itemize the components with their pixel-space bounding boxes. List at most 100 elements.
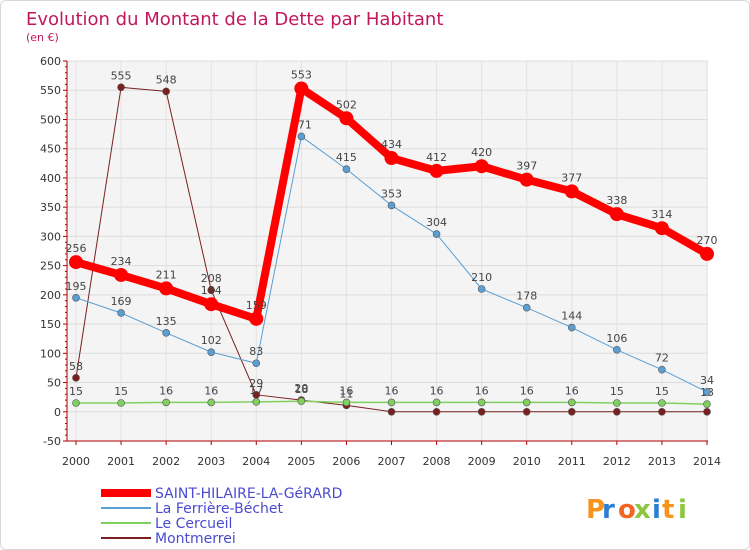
series-0-point (162, 87, 170, 96)
legend-label: SAINT-HILAIRE-LA-GéRARD (155, 486, 342, 502)
series-2-point (252, 359, 261, 368)
series-1-data-label: 16 (385, 384, 399, 397)
series-3-point (474, 159, 489, 174)
series-3-data-label: 338 (606, 194, 627, 207)
series-1-point (297, 397, 306, 406)
series-3-data-label: 377 (561, 171, 582, 184)
series-3-data-label: 314 (651, 208, 672, 221)
series-2-data-label: 83 (249, 345, 263, 358)
series-1-data-label: 18 (294, 383, 308, 396)
series-2-point (703, 388, 711, 396)
series-3-data-label: 211 (156, 268, 177, 281)
series-2-point (658, 365, 666, 374)
series-2-data-label: 415 (336, 151, 357, 164)
series-3-data-label: 397 (516, 160, 537, 173)
series-2-data-label: 195 (66, 280, 87, 293)
series-1-data-label: 15 (114, 385, 128, 398)
series-1-data-label: 16 (475, 384, 489, 397)
legend-label: Montmerrei (155, 531, 236, 547)
x-tick-label: 2011 (558, 455, 586, 468)
series-2-data-label: 353 (381, 187, 402, 200)
x-tick-label: 2014 (693, 455, 721, 468)
series-2-point (613, 345, 621, 354)
x-tick-label: 2009 (468, 455, 496, 468)
series-0-data-label: 548 (156, 73, 177, 86)
x-tick-label: 2005 (287, 455, 315, 468)
series-1-data-label: 16 (565, 384, 579, 397)
series-1-point (522, 398, 531, 407)
series-2-point (342, 165, 351, 173)
logo-letter: x (634, 495, 651, 525)
series-3-data-label: 434 (381, 138, 402, 151)
series-1-point (387, 398, 396, 407)
series-3-data-label: 184 (201, 284, 222, 297)
series-3-data-label: 256 (66, 242, 87, 255)
series-1-point (162, 398, 170, 407)
series-1-point (72, 399, 80, 407)
series-1-data-label: 15 (69, 385, 83, 398)
y-tick-label: 350 (40, 201, 61, 214)
series-2-data-label: 169 (111, 295, 132, 308)
y-tick-label: 500 (40, 113, 61, 126)
series-0-point (567, 407, 576, 416)
y-tick-label: 200 (40, 289, 61, 302)
series-3-point (609, 207, 624, 222)
series-3-point (159, 281, 174, 296)
series-3-data-label: 234 (111, 255, 132, 268)
series-1-point (342, 398, 351, 407)
series-1-point (613, 399, 621, 407)
series-2-point (522, 303, 531, 312)
chart-subtitle: (en €) (26, 31, 59, 44)
chart-title: Evolution du Montant de la Dette par Hab… (26, 9, 443, 30)
series-0-data-label: 11 (339, 387, 353, 400)
series-2-data-label: 102 (201, 334, 222, 347)
logo-letter: i (652, 495, 661, 525)
logo-letter: r (602, 495, 615, 525)
y-tick-label: 450 (40, 143, 61, 156)
series-2-data-label: 144 (561, 310, 582, 323)
x-tick-label: 2013 (648, 455, 676, 468)
series-1-data-label: 16 (339, 384, 353, 397)
series-1-data-label: 15 (610, 385, 624, 398)
series-0-point (477, 407, 486, 416)
series-2-data-label: 72 (655, 352, 669, 365)
series-2-data-label: 34 (700, 374, 714, 387)
series-1-point (207, 398, 216, 407)
plot-area: -50 0 50 100 150 200 250 300 350 400 450 500 550 600 2… (40, 55, 721, 468)
series-3-point (114, 267, 129, 282)
series-3-point (429, 163, 444, 178)
y-tick-label: 150 (40, 318, 61, 331)
x-tick-label: 2010 (513, 455, 541, 468)
series-3-point (204, 297, 219, 312)
series-3-data-label: 553 (291, 68, 312, 81)
series-3-point (519, 172, 534, 187)
y-tick-label: 50 (47, 377, 61, 390)
series-2-point (207, 348, 216, 356)
series-1-point (477, 398, 486, 407)
series-3-point (69, 255, 83, 270)
y-tick-label: -50 (43, 435, 61, 448)
y-tick-label: 0 (54, 406, 61, 419)
series-0-point (703, 407, 711, 416)
series-2-data-label: 178 (516, 290, 537, 303)
y-tick-label: 250 (40, 260, 61, 273)
x-tick-label: 2001 (107, 455, 135, 468)
x-tick-label: 2000 (62, 455, 90, 468)
series-3-data-label: 159 (246, 299, 267, 312)
series-2-point (567, 323, 576, 332)
series-3-point (249, 311, 264, 326)
series-1-data-label: 17 (249, 384, 263, 397)
series-0-point (613, 407, 621, 416)
logo-letter: o (618, 495, 636, 525)
series-2-point (432, 230, 441, 238)
x-tick-label: 2008 (423, 455, 451, 468)
logo-letter: i (678, 495, 687, 525)
series-3-data-label: 420 (471, 146, 492, 159)
proxiti-logo: Pr ox i t i (586, 495, 687, 525)
series-1-data-label: 16 (520, 384, 534, 397)
series-3-point (294, 81, 309, 96)
y-tick-label: 600 (40, 55, 61, 68)
series-2-point (477, 285, 486, 293)
series-1-point (117, 399, 125, 407)
